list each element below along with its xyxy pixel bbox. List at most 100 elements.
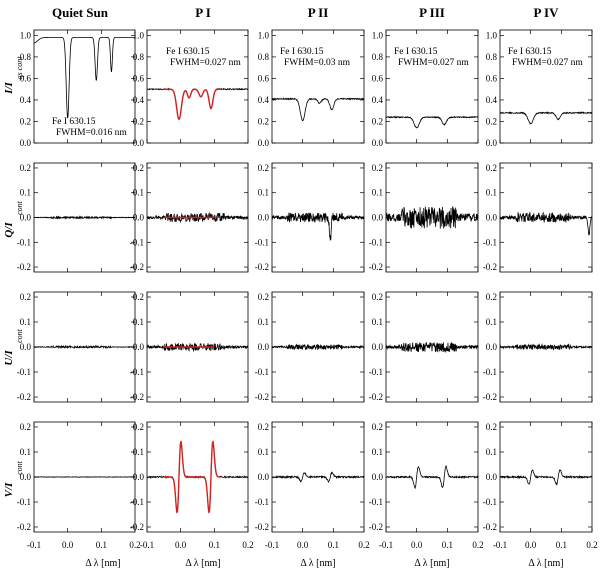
- y-tick-label: -0.2: [17, 392, 31, 402]
- y-tick-label: 0.2: [133, 163, 144, 173]
- y-tick-label: 0.1: [20, 188, 31, 198]
- y-tick-label: 0.2: [133, 422, 144, 432]
- y-tick-label: -0.2: [255, 262, 269, 272]
- panel-i-4: 0.0 0.2 0.4 0.6 0.8 1.0: [372, 29, 479, 148]
- y-tick-label: 0.2: [258, 422, 269, 432]
- y-tick-label: 0.0: [20, 472, 32, 482]
- observed-profile-q: [271, 212, 365, 241]
- x-tick-label: 0.1: [442, 540, 453, 550]
- y-tick-label: 0.0: [133, 138, 145, 148]
- y-tick-label: 0.2: [372, 422, 383, 432]
- row-label-i-sub: qs cont: [15, 56, 24, 80]
- y-tick-label: 0.2: [258, 292, 269, 302]
- annotations: Fe I 630.15 FWHM=0.016 nm Fe I 630.15 FW…: [52, 47, 583, 138]
- y-tick-label: 0.1: [258, 447, 269, 457]
- x-axis-label-1: Δ λ [nm]: [85, 558, 120, 569]
- row-label-v-sub: cont: [15, 460, 24, 475]
- x-tick-label: 0.0: [297, 540, 309, 550]
- annotation-p4-fwhm: FWHM=0.027 nm: [512, 58, 583, 68]
- y-tick-label: 0.6: [486, 73, 498, 83]
- observed-profile-u: [146, 342, 249, 353]
- y-tick-label: 1.0: [372, 30, 384, 40]
- row-labels: I/I qs cont Q/I cont U/I cont V/I cont: [3, 56, 24, 498]
- observed-profile-u: [271, 343, 365, 351]
- x-tick-label: -0.1: [379, 540, 393, 550]
- x-tick-label: 0.0: [411, 540, 423, 550]
- observed-profile-v: [271, 471, 365, 483]
- panel-v-1: -0.2 -0.1 0.0 0.1 0.2 -0.1 0.0 0.1 0.2: [17, 421, 141, 550]
- x-tick-label: 0.2: [358, 540, 369, 550]
- y-tick-label: -0.2: [255, 392, 269, 402]
- y-tick-label: 0.8: [133, 52, 145, 62]
- y-tick-label: 0.2: [20, 292, 31, 302]
- panel-v-2: -0.2-0.10.00.10.2-0.1 0.0 0.1 0.2: [130, 421, 254, 550]
- y-tick-label: 0.2: [486, 116, 497, 126]
- y-tick-label: 0.6: [258, 73, 270, 83]
- y-tick-label: -0.1: [369, 497, 383, 507]
- y-tick-label: 0.1: [20, 447, 31, 457]
- y-tick-label: 0.1: [372, 317, 383, 327]
- y-tick-label: 0.2: [372, 292, 383, 302]
- y-tick-label: 0.8: [20, 52, 32, 62]
- y-tick-label: 0.1: [258, 317, 269, 327]
- y-tick-label: 0.1: [20, 317, 31, 327]
- observed-profile-q: [499, 211, 593, 236]
- column-title-p3: P III: [419, 5, 445, 20]
- y-tick-label: -0.2: [17, 262, 31, 272]
- column-title-p1: P I: [195, 5, 211, 20]
- observed-profile-i: [146, 87, 249, 120]
- panel-q-3: -0.2 -0.1 0.0 0.1 0.2: [255, 162, 365, 273]
- y-tick-label: -0.2: [255, 522, 269, 532]
- y-tick-label: 1.0: [20, 30, 32, 40]
- y-tick-label: -0.2: [483, 522, 497, 532]
- y-tick-label: 0.1: [133, 317, 144, 327]
- y-tick-label: 0.6: [372, 73, 384, 83]
- y-tick-label: 0.8: [486, 52, 498, 62]
- y-tick-label: -0.1: [483, 497, 497, 507]
- y-tick-label: -0.2: [369, 392, 383, 402]
- panel-u-2: -0.2 -0.1 0.0 0.1 0.2: [130, 291, 249, 403]
- y-tick-label: 0.4: [258, 95, 270, 105]
- y-tick-label: -0.1: [483, 367, 497, 377]
- y-tick-label: 0.2: [258, 163, 269, 173]
- y-tick-label: 0.0: [20, 213, 32, 223]
- x-axis-label-4: Δ λ [nm]: [414, 558, 449, 569]
- y-tick-label: 0.8: [258, 52, 270, 62]
- y-tick-label: 1.0: [486, 30, 498, 40]
- annotation-p3-fwhm: FWHM=0.027 nm: [398, 58, 469, 68]
- x-axis-label-3: Δ λ [nm]: [300, 558, 335, 569]
- x-tick-label: 0.2: [242, 540, 253, 550]
- panel-grid: 0.00.20.40.60.81.0-0.2-0.10.00.10.2-0.2-…: [17, 29, 598, 550]
- y-tick-label: -0.1: [483, 237, 497, 247]
- y-tick-label: -0.2: [130, 522, 144, 532]
- y-tick-label: -0.2: [483, 262, 497, 272]
- fit-profile-i: [163, 88, 221, 121]
- y-tick-label: -0.1: [255, 367, 269, 377]
- y-tick-label: 0.0: [133, 213, 145, 223]
- x-tick-label: 0.0: [525, 540, 537, 550]
- y-tick-label: -0.1: [130, 367, 144, 377]
- observed-profile-i: [499, 110, 593, 125]
- y-tick-label: -0.2: [483, 392, 497, 402]
- y-tick-label: 0.0: [486, 213, 498, 223]
- y-tick-label: 0.2: [486, 292, 497, 302]
- y-tick-label: -0.1: [255, 237, 269, 247]
- x-tick-label: 0.2: [129, 540, 140, 550]
- y-tick-label: 0.4: [372, 95, 384, 105]
- x-tick-label: 0.0: [62, 540, 74, 550]
- panel-u-4: -0.2 -0.1 0.0 0.1 0.2: [369, 291, 479, 403]
- y-tick-label: 0.0: [133, 342, 145, 352]
- x-tick-label: 0.0: [175, 540, 187, 550]
- x-tick-label: 0.1: [96, 540, 107, 550]
- panel-frame: [146, 29, 249, 144]
- observed-profile-v: [33, 476, 136, 478]
- y-tick-label: 0.2: [133, 292, 144, 302]
- y-tick-label: 1.0: [133, 30, 145, 40]
- panel-q-2: -0.2 -0.1 0.0 0.1 0.2: [130, 162, 249, 273]
- x-tick-label: 0.2: [472, 540, 483, 550]
- annotation-p1-fwhm: FWHM=0.027 nm: [170, 58, 241, 68]
- annotation-p2-line: Fe I 630.15: [280, 47, 324, 57]
- observed-profile-u: [33, 344, 136, 350]
- observed-profile-i: [33, 37, 135, 119]
- column-title-quiet-sun: Quiet Sun: [52, 5, 109, 20]
